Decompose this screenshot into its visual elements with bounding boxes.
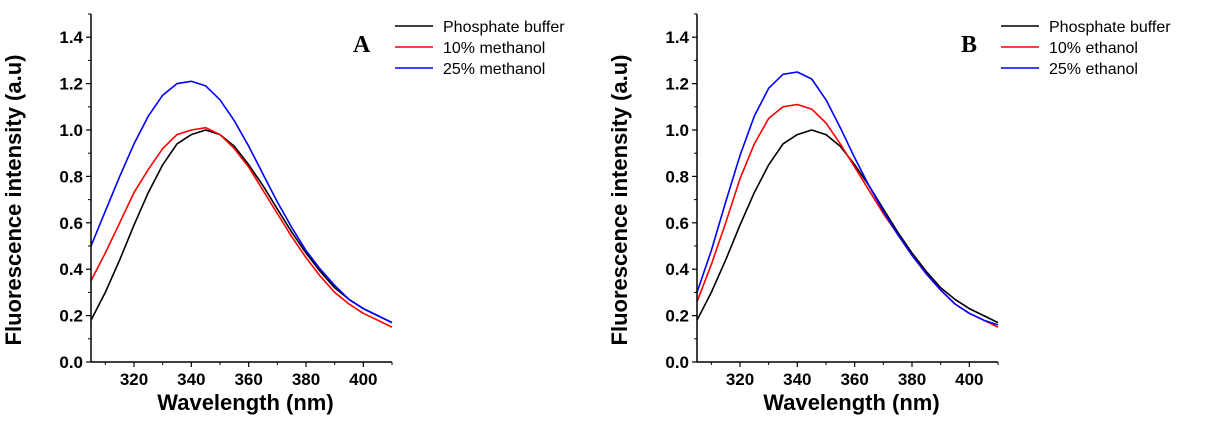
- series-line-0: [696, 129, 999, 324]
- legend-label: Phosphate buffer: [1049, 19, 1171, 36]
- y-tick-label: 0.6: [59, 214, 83, 233]
- panel-letter: A: [353, 32, 371, 58]
- y-tick-label: 0.6: [665, 214, 689, 233]
- y-tick-label: 1.4: [665, 28, 689, 47]
- y-axis-title: Fluorescence intensity (a.u): [1, 55, 26, 346]
- legend-label: Phosphate buffer: [443, 19, 565, 36]
- y-tick-label: 1.2: [59, 75, 83, 94]
- x-tick-label: 340: [177, 370, 205, 389]
- series-line-2: [90, 80, 393, 324]
- y-tick-label: 0.8: [665, 167, 689, 186]
- y-tick-label: 0.2: [665, 307, 689, 326]
- x-axis-title: Wavelength (nm): [157, 390, 333, 415]
- x-tick-label: 320: [120, 370, 148, 389]
- y-axis-title: Fluorescence intensity (a.u): [607, 55, 632, 346]
- x-tick-label: 380: [898, 370, 926, 389]
- legend-label: 10% ethanol: [1049, 40, 1138, 57]
- x-tick-label: 340: [783, 370, 811, 389]
- y-tick-label: 1.4: [59, 28, 83, 47]
- y-tick-label: 1.2: [665, 75, 689, 94]
- x-tick-label: 400: [955, 370, 983, 389]
- chart-panel-b: 0.0 0.2 0.4 0.6 0.8 1.0 1.2 1.4 320 340 360 380 400 W…: [607, 13, 1171, 415]
- y-tick-label: 0.4: [59, 260, 83, 279]
- legend-label: 25% ethanol: [1049, 61, 1138, 78]
- y-tick-label: 1.0: [59, 121, 83, 140]
- x-tick-label: 400: [349, 370, 377, 389]
- legend-label: 10% methanol: [443, 40, 545, 57]
- x-tick-label: 360: [840, 370, 868, 389]
- x-tick-label: 380: [292, 370, 320, 389]
- legend-label: 25% methanol: [443, 61, 545, 78]
- series-line-2: [696, 71, 999, 326]
- series-line-1: [696, 103, 999, 328]
- series-line-0: [90, 129, 393, 324]
- chart-panel-a: 0.0 0.2 0.4 0.6 0.8 1.0 1.2 1.4 320 340 360 380 400 W…: [1, 13, 565, 415]
- y-tick-label: 0.4: [665, 260, 689, 279]
- series-line-1: [90, 126, 393, 328]
- x-tick-label: 360: [234, 370, 262, 389]
- y-tick-label: 0.0: [59, 353, 83, 372]
- y-tick-label: 1.0: [665, 121, 689, 140]
- y-tick-label: 0.8: [59, 167, 83, 186]
- panel-letter: B: [961, 32, 977, 58]
- x-axis-title: Wavelength (nm): [763, 390, 939, 415]
- y-tick-label: 0.0: [665, 353, 689, 372]
- x-tick-label: 320: [726, 370, 754, 389]
- y-tick-label: 0.2: [59, 307, 83, 326]
